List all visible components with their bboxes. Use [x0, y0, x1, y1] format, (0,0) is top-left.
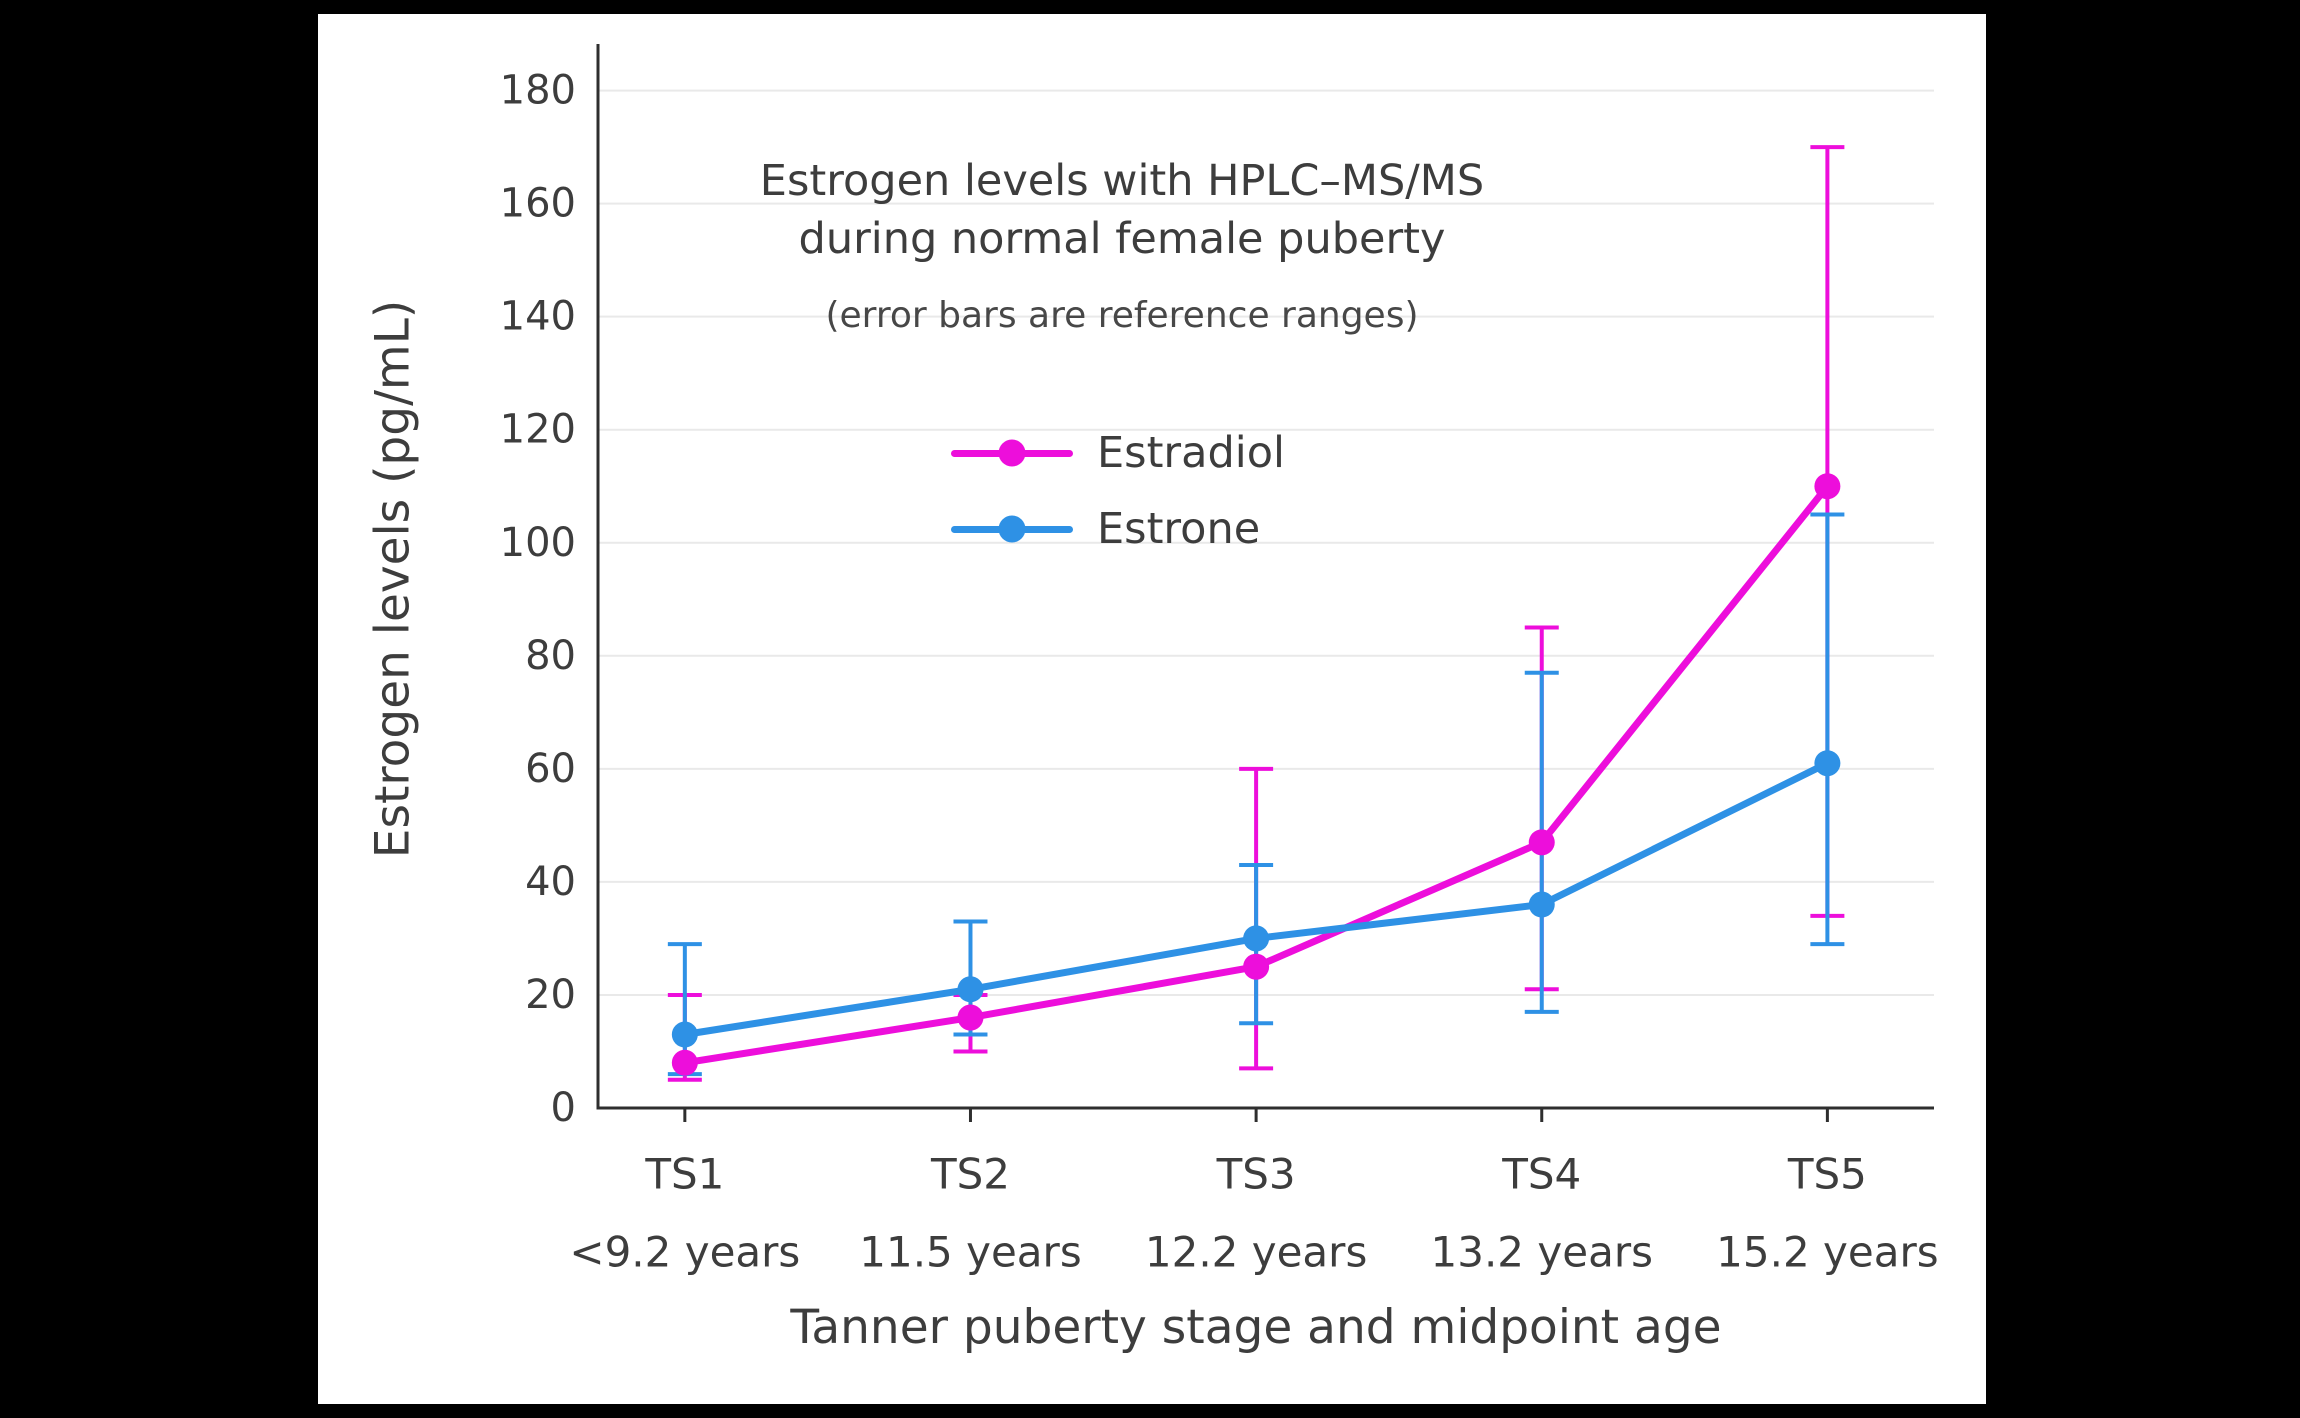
estrone-point-TS3 — [1243, 925, 1270, 952]
y-tick-label: 60 — [525, 746, 576, 792]
chart-title-line1: Estrogen levels with HPLC–MS/MS — [759, 156, 1485, 206]
x-tick-label: TS4 — [1501, 1150, 1581, 1199]
x-tick-sublabel: 12.2 years — [1145, 1228, 1367, 1277]
estrone-line-swatch — [951, 515, 1073, 543]
x-tick-label: TS5 — [1787, 1150, 1867, 1199]
estrone-point-TS2 — [957, 976, 984, 1003]
chart-subtitle: (error bars are reference ranges) — [825, 295, 1419, 336]
estradiol-marker-icon — [998, 439, 1026, 467]
y-tick-label: 80 — [525, 633, 576, 679]
estradiol-point-TS3 — [1243, 953, 1270, 980]
x-tick-sublabel: 11.5 years — [859, 1228, 1081, 1277]
legend-item-estrone: Estrone — [951, 503, 1260, 555]
y-axis-title: Estrogen levels (pg/mL) — [365, 299, 421, 859]
y-tick-label: 140 — [500, 294, 576, 340]
chart-title-line2: during normal female puberty — [798, 214, 1446, 264]
chart-text-overlay: Estrogen levels with HPLC–MS/MS during n… — [318, 14, 1986, 1404]
x-tick-label: TS1 — [644, 1150, 724, 1199]
estrone-point-TS4 — [1528, 891, 1555, 918]
estrone-point-TS1 — [671, 1021, 698, 1048]
y-tick-label: 120 — [500, 407, 576, 453]
y-tick-label: 100 — [500, 520, 576, 566]
plot-area: 0 20 40 60 80 100 120 140 160 180 TS1 <9.2 years TS2… — [500, 44, 1939, 1277]
estradiol-line-swatch — [951, 439, 1073, 467]
legend-label-estrone: Estrone — [1097, 504, 1261, 554]
x-tick-sublabel: 15.2 years — [1716, 1228, 1938, 1277]
y-tick-label: 0 — [551, 1085, 576, 1131]
x-tick-label: TS2 — [930, 1150, 1010, 1199]
estradiol-point-TS2 — [957, 1004, 984, 1031]
y-tick-label: 20 — [525, 972, 576, 1018]
x-axis-title: Tanner puberty stage and midpoint age — [790, 1300, 1722, 1355]
y-tick-label: 160 — [500, 181, 576, 227]
x-tick-sublabel: 13.2 years — [1431, 1228, 1653, 1277]
legend-label-estradiol: Estradiol — [1097, 428, 1285, 478]
y-tick-label: 180 — [500, 68, 576, 114]
estradiol-point-TS1 — [671, 1049, 698, 1076]
estradiol-point-TS4 — [1528, 829, 1555, 856]
estradiol-point-TS5 — [1814, 473, 1841, 500]
x-tick-label: TS3 — [1216, 1150, 1296, 1199]
legend-item-estradiol: Estradiol — [951, 427, 1285, 479]
estrone-point-TS5 — [1814, 750, 1841, 777]
x-tick-sublabel: <9.2 years — [569, 1228, 800, 1277]
estrone-marker-icon — [998, 515, 1026, 543]
chart-panel: 0 20 40 60 80 100 120 140 160 180 TS1 <9.2 years TS2… — [318, 14, 1986, 1404]
y-tick-label: 40 — [525, 859, 576, 905]
